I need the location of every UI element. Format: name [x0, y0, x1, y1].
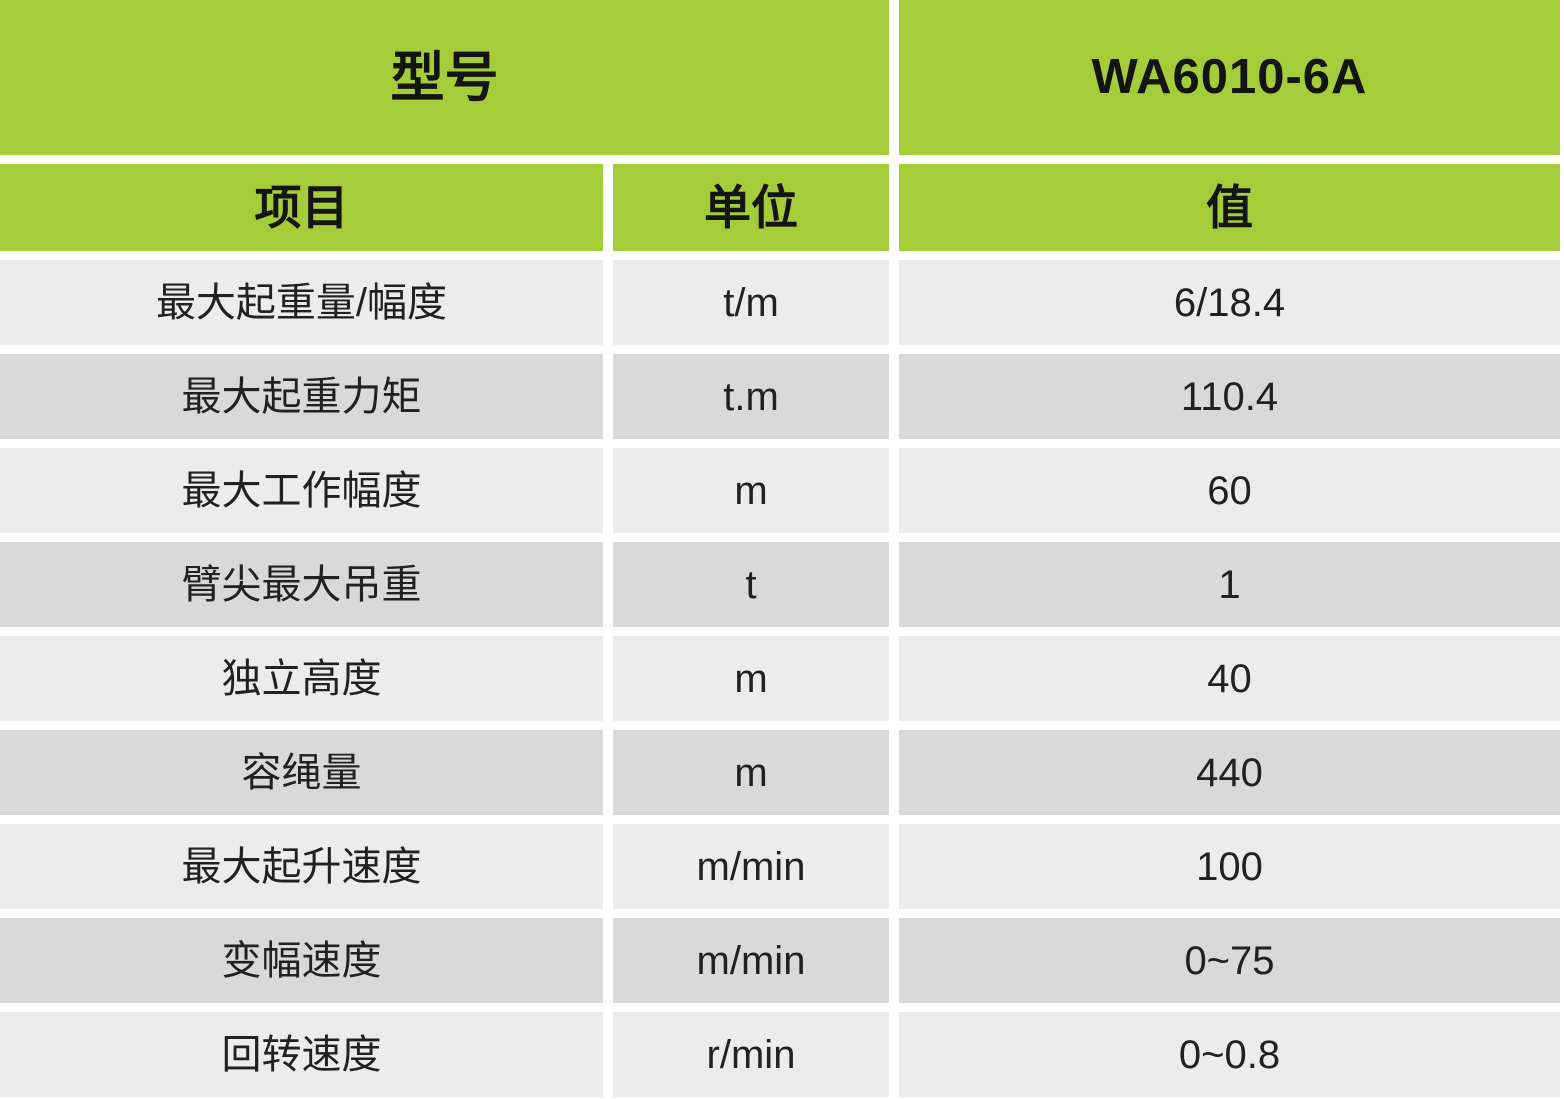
model-header-value: WA6010-6A	[899, 0, 1560, 155]
value-cell: 0~0.8	[899, 1012, 1560, 1097]
item-cell: 独立高度	[0, 636, 603, 721]
value-cell: 1	[899, 542, 1560, 627]
unit-cell: t	[613, 542, 889, 627]
value-cell: 60	[899, 448, 1560, 533]
value-cell: 100	[899, 824, 1560, 909]
item-cell: 回转速度	[0, 1012, 603, 1097]
value-cell: 40	[899, 636, 1560, 721]
unit-cell: t.m	[613, 354, 889, 439]
item-cell: 容绳量	[0, 730, 603, 815]
value-cell: 0~75	[899, 918, 1560, 1003]
column-header-unit: 单位	[613, 164, 889, 251]
value-cell: 440	[899, 730, 1560, 815]
item-cell: 最大起升速度	[0, 824, 603, 909]
item-cell: 最大起重力矩	[0, 354, 603, 439]
item-cell: 臂尖最大吊重	[0, 542, 603, 627]
item-cell: 变幅速度	[0, 918, 603, 1003]
unit-cell: m	[613, 636, 889, 721]
column-header-value: 值	[899, 164, 1560, 251]
unit-cell: m	[613, 448, 889, 533]
value-cell: 6/18.4	[899, 260, 1560, 345]
unit-cell: r/min	[613, 1012, 889, 1097]
unit-cell: m/min	[613, 824, 889, 909]
unit-cell: t/m	[613, 260, 889, 345]
value-cell: 110.4	[899, 354, 1560, 439]
unit-cell: m/min	[613, 918, 889, 1003]
column-header-item: 项目	[0, 164, 603, 251]
item-cell: 最大工作幅度	[0, 448, 603, 533]
unit-cell: m	[613, 730, 889, 815]
model-header-label: 型号	[0, 0, 889, 155]
item-cell: 最大起重量/幅度	[0, 260, 603, 345]
